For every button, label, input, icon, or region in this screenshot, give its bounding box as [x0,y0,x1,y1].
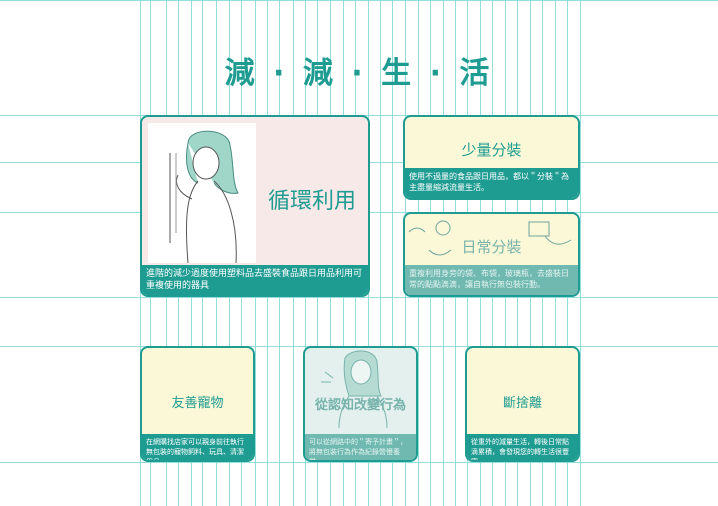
guide-line [0,297,718,298]
card-heading: 少量分裝 [461,141,522,159]
woman-window-illustration [148,123,256,264]
guide-line [0,462,718,463]
card-recycle[interactable]: 循環利用 進階的減少過度使用塑料品去盛裝食品跟日用品利用可重複使用的器具 [140,115,370,297]
guide-line [0,0,718,1]
card-portion[interactable]: 少量分裝 使用不過量的食品跟日用品，都以＂分裝＂為主盡量縮減流量生活。 [403,115,580,200]
card-caption: 進階的減少過度使用塑料品去盛裝食品跟日用品利用可重複使用的器具 [142,265,368,295]
card-daily[interactable]: 日常分裝 重複利用身旁的袋、布袋，玻璃瓶，去盛裝日常的點點滴滴，讓自執行無包裝行… [403,212,580,297]
card-caption: 從重外的減量生活，轉後日常點滴累積，會發現您的轉生活很豐富。 [467,434,578,460]
card-heading: 友善寵物 [171,396,224,411]
card-heading: 從認知改變行為 [314,398,406,413]
card-awareness[interactable]: 從認知改變行為 可以從網路中的＂寄予計畫＂，將無包裝行為作為紀錄營慢養業。 [303,346,418,462]
card-caption: 可以從網路中的＂寄予計畫＂，將無包裝行為作為紀錄營慢養業。 [305,434,416,460]
card-pet[interactable]: 友善寵物 在網購找店家可以親身前往執行無包裝的寵物飼料、玩具、清潔用品。 [140,346,255,462]
woman-illustration [321,350,388,428]
card-caption: 在網購找店家可以親身前往執行無包裝的寵物飼料、玩具、清潔用品。 [142,434,253,460]
card-caption: 使用不過量的食品跟日用品，都以＂分裝＂為主盡量縮減流量生活。 [405,168,578,198]
page-title: 減 · 減 · 生 · 活 [224,56,494,91]
card-heading: 日常分裝 [461,238,522,256]
card-declutter[interactable]: 斷捨離 從重外的減量生活，轉後日常點滴累積，會發現您的轉生活很豐富。 [465,346,580,462]
doodle-illustration [408,220,572,256]
card-heading: 斷捨離 [502,396,542,411]
card-heading: 循環利用 [267,189,356,214]
card-caption: 重複利用身旁的袋、布袋，玻璃瓶，去盛裝日常的點點滴滴，讓自執行無包裝行動。 [405,265,578,295]
